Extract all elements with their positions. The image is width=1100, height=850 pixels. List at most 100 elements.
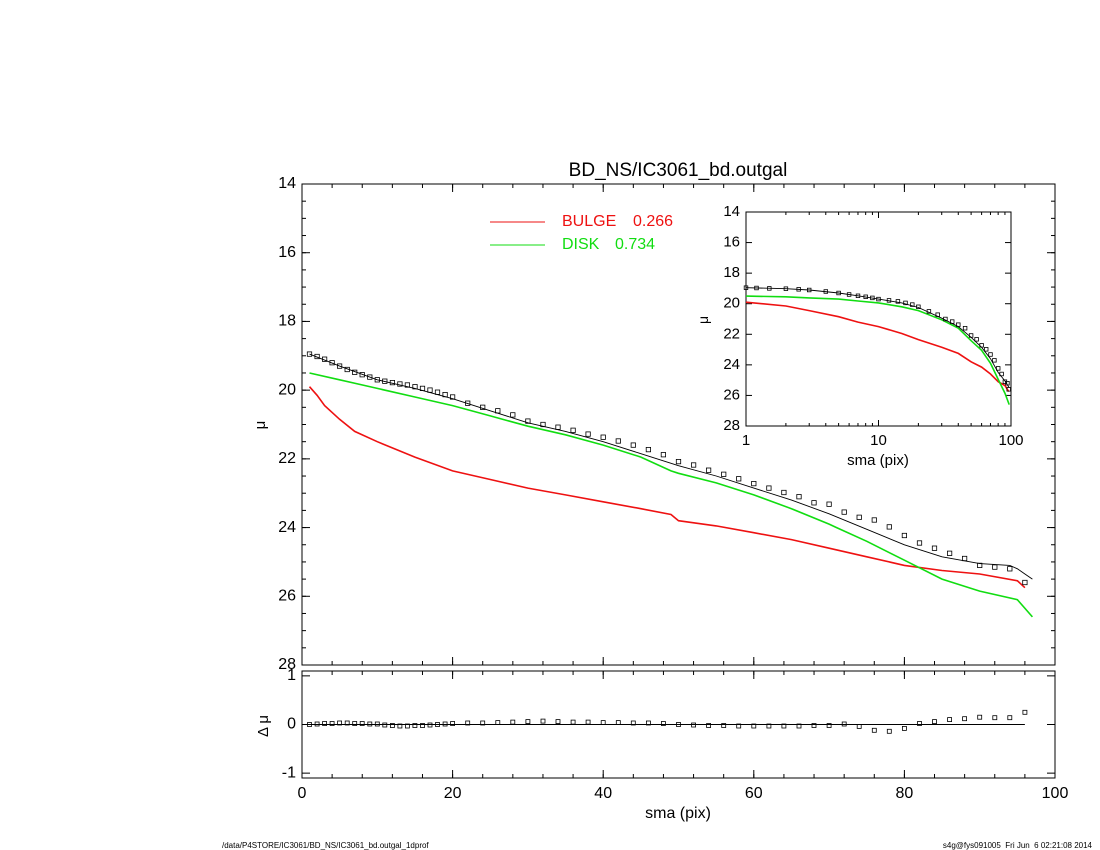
residual-y-axis-label: Δ μ <box>255 715 272 737</box>
data-point <box>988 352 993 357</box>
data-point <box>992 564 998 570</box>
data-point <box>329 721 335 726</box>
data-point <box>600 434 606 440</box>
data-point <box>886 298 892 303</box>
x-tick-label: 1 <box>742 432 750 449</box>
y-tick-label: 22 <box>278 450 296 467</box>
data-point <box>876 296 881 302</box>
y-tick-label: 28 <box>278 656 296 673</box>
data-point <box>841 509 847 515</box>
data-point <box>412 723 418 728</box>
series-line-bulge <box>308 386 1026 589</box>
residual-plot-panel: 10-10 20 40 60 80 100 Δ μ sma (pix) <box>255 667 1068 822</box>
data-point <box>947 550 953 556</box>
x-tick-label: 40 <box>594 785 612 802</box>
data-point <box>1006 387 1011 392</box>
data-point <box>856 514 862 520</box>
data-point <box>870 295 875 301</box>
series-line-disk <box>309 372 1034 618</box>
data-point <box>935 312 940 317</box>
inset-plot-panel: 14 16 18 20 22 24 26 281 10 100 μ sma (pix) <box>695 203 1024 469</box>
inset-series-group <box>743 285 1011 405</box>
y-tick-label: 20 <box>278 381 296 398</box>
data-point <box>480 720 486 726</box>
data-point <box>903 300 908 306</box>
main-axis-ticks: 14 16 18 20 22 24 26 28 <box>278 175 1056 673</box>
data-point <box>836 290 841 296</box>
data-point <box>917 721 922 726</box>
data-point <box>630 442 636 448</box>
data-point <box>766 485 772 491</box>
main-series-group <box>306 351 1034 618</box>
data-point <box>675 458 682 465</box>
main-title: BD_NS/IC3061_bd.outgal <box>569 160 788 181</box>
data-point <box>984 347 989 352</box>
legend-label-disk: DISK <box>562 236 600 253</box>
data-point <box>435 722 440 727</box>
data-point <box>661 721 666 726</box>
y-tick-label: 14 <box>723 203 740 220</box>
data-point <box>510 412 516 418</box>
x-axis-label: sma (pix) <box>645 805 711 822</box>
data-point <box>314 353 320 360</box>
data-point <box>743 285 749 290</box>
data-point <box>910 302 915 307</box>
footer-timestamp: s4g@fys091005 Fri Jun 6 02:21:08 2014 <box>943 841 1093 850</box>
inset-plot-background <box>746 212 1011 426</box>
data-point <box>781 489 787 496</box>
series-line-disk <box>745 295 1010 405</box>
data-point <box>404 382 411 388</box>
data-point <box>916 304 921 309</box>
data-point <box>956 322 961 327</box>
y-tick-label: 1 <box>287 667 296 684</box>
data-point <box>419 385 426 392</box>
data-point <box>427 722 433 728</box>
data-point <box>321 356 328 362</box>
data-point <box>359 372 365 378</box>
y-tick-label: 18 <box>278 313 296 330</box>
data-point <box>706 723 711 728</box>
data-point <box>306 351 313 357</box>
data-point <box>974 337 979 342</box>
data-point <box>450 721 456 726</box>
x-tick-label: 0 <box>298 785 307 802</box>
data-point <box>570 427 576 433</box>
data-point <box>796 723 802 729</box>
data-point <box>449 394 456 400</box>
data-point <box>412 384 418 390</box>
data-point <box>344 720 350 726</box>
data-point <box>706 467 712 473</box>
data-point <box>736 723 742 729</box>
data-point <box>856 724 862 729</box>
data-point <box>427 387 433 393</box>
data-point <box>389 379 396 386</box>
x-tick-label: 20 <box>444 785 462 802</box>
legend-value-bulge: 0.266 <box>633 213 673 230</box>
data-point <box>465 720 471 726</box>
data-point <box>977 714 983 720</box>
data-point <box>962 555 968 562</box>
data-point <box>691 462 697 468</box>
x-tick-label: 100 <box>998 432 1023 449</box>
data-point <box>389 723 395 728</box>
data-point <box>382 722 388 728</box>
data-point <box>841 721 847 727</box>
data-point <box>811 500 817 506</box>
y-tick-label: 16 <box>723 234 740 251</box>
data-point <box>525 418 531 424</box>
y-tick-label: 22 <box>723 325 740 342</box>
data-point <box>968 333 974 338</box>
data-point <box>374 721 380 727</box>
data-point <box>352 369 358 375</box>
data-point <box>615 720 621 725</box>
data-point <box>826 501 832 507</box>
data-point <box>783 286 789 291</box>
data-point <box>465 400 471 406</box>
y-tick-label: 24 <box>278 519 296 536</box>
data-point <box>336 363 343 369</box>
data-point <box>480 404 486 410</box>
data-point <box>962 716 967 722</box>
data-point <box>931 545 938 551</box>
